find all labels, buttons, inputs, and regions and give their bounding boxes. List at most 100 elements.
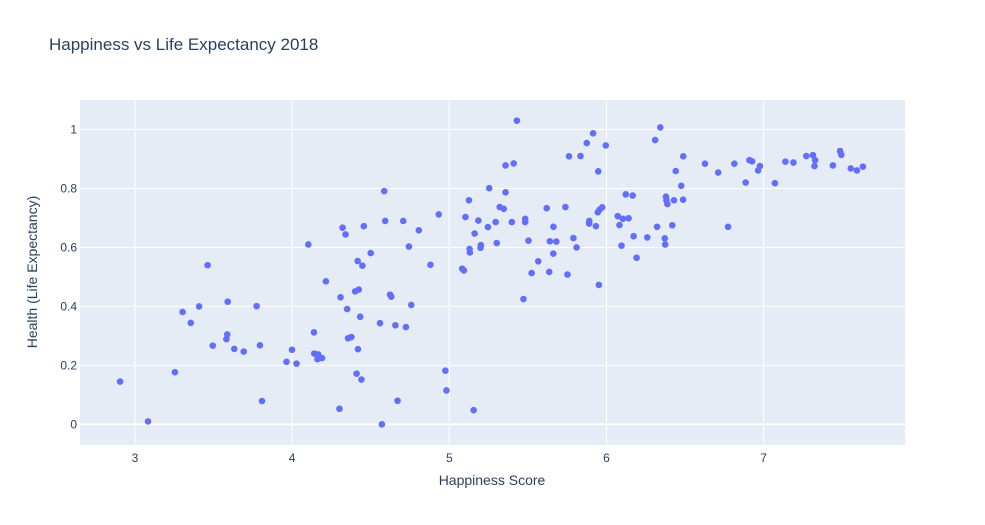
scatter-point[interactable] [510,160,518,167]
scatter-point[interactable] [562,203,569,211]
scatter-point[interactable] [782,158,789,165]
scatter-point[interactable] [589,130,597,137]
scatter-point[interactable] [742,179,749,186]
scatter-point[interactable] [614,212,622,220]
scatter-point[interactable] [466,245,473,253]
scatter-point[interactable] [847,165,855,172]
scatter-point[interactable] [465,196,473,204]
scatter-point[interactable] [746,156,753,164]
scatter-point[interactable] [662,193,670,201]
scatter-point[interactable] [351,288,359,295]
scatter-point[interactable] [187,319,195,327]
scatter-point[interactable] [809,151,817,159]
scatter-point[interactable] [310,329,318,336]
scatter-point[interactable] [475,217,482,224]
scatter-point[interactable] [484,223,492,231]
scatter-point[interactable] [550,223,557,231]
scatter-point[interactable] [344,334,352,342]
scatter-point[interactable] [405,243,413,250]
scatter-point[interactable] [462,213,469,221]
scatter-point[interactable] [643,234,651,241]
scatter-point[interactable] [336,405,343,413]
scatter-point[interactable] [594,209,602,216]
scatter-point[interactable] [415,227,423,234]
scatter-point[interactable] [427,261,434,269]
scatter-point[interactable] [859,163,867,170]
scatter-point[interactable] [378,421,386,428]
scatter-point[interactable] [853,167,861,174]
scatter-point[interactable] [594,168,602,175]
scatter-point[interactable] [231,345,238,353]
scatter-point[interactable] [625,214,632,222]
scatter-point[interactable] [386,291,394,298]
scatter-point[interactable] [204,261,211,269]
scatter-point[interactable] [534,257,542,265]
scatter-point[interactable] [829,162,837,169]
scatter-point[interactable] [670,196,678,204]
scatter-point[interactable] [116,378,124,385]
scatter-point[interactable] [754,167,762,174]
scatter-point[interactable] [731,160,738,167]
scatter-point[interactable] [714,169,722,176]
scatter-point[interactable] [485,184,493,192]
scatter-point[interactable] [443,387,450,394]
scatter-point[interactable] [595,281,603,289]
scatter-point[interactable] [311,350,318,357]
scatter-point[interactable] [354,345,362,353]
scatter-point[interactable] [661,241,669,248]
scatter-point[interactable] [314,355,321,363]
scatter-point[interactable] [629,192,636,199]
scatter-point[interactable] [343,305,351,313]
scatter-point[interactable] [679,153,687,160]
scatter-point[interactable] [367,249,375,257]
scatter-point[interactable] [508,218,516,226]
scatter-point[interactable] [144,418,152,425]
scatter-point[interactable] [661,234,669,242]
scatter-point[interactable] [502,188,509,196]
scatter-point[interactable] [836,147,844,155]
scatter-point[interactable] [513,117,521,124]
scatter-point[interactable] [528,269,535,277]
scatter-point[interactable] [407,301,415,309]
scatter-point[interactable] [399,217,407,225]
scatter-point[interactable] [224,298,232,305]
scatter-point[interactable] [543,204,551,212]
scatter-point[interactable] [394,397,401,405]
scatter-point[interactable] [545,268,553,276]
scatter-point[interactable] [701,160,709,167]
scatter-point[interactable] [171,368,179,376]
scatter-point[interactable] [564,271,571,278]
scatter-point[interactable] [677,182,685,190]
scatter-point[interactable] [577,152,584,160]
scatter-point[interactable] [195,303,203,310]
scatter-point[interactable] [492,218,499,226]
scatter-point[interactable] [653,223,661,231]
scatter-point[interactable] [471,230,478,237]
scatter-point[interactable] [811,162,818,170]
scatter-point[interactable] [651,136,659,144]
scatter-point[interactable] [502,162,509,169]
scatter-point[interactable] [470,406,477,414]
scatter-point[interactable] [223,335,230,343]
scatter-point[interactable] [622,191,630,198]
scatter-point[interactable] [339,224,346,231]
scatter-point[interactable] [771,179,779,187]
scatter-point[interactable] [546,237,554,245]
scatter-point[interactable] [392,321,399,329]
scatter-point[interactable] [565,153,573,160]
scatter-point[interactable] [602,142,610,149]
scatter-point[interactable] [672,167,680,175]
scatter-point[interactable] [353,370,360,377]
scatter-point[interactable] [573,244,580,251]
scatter-point[interactable] [525,237,532,244]
scatter-point[interactable] [358,376,365,383]
scatter-point[interactable] [803,152,810,160]
scatter-point[interactable] [679,196,687,203]
scatter-point[interactable] [630,232,637,240]
scatter-point[interactable] [380,187,388,195]
scatter-point[interactable] [283,358,290,366]
scatter-point[interactable] [619,215,627,223]
scatter-point[interactable] [293,360,300,367]
scatter-point[interactable] [493,239,501,247]
scatter-point[interactable] [305,241,312,248]
